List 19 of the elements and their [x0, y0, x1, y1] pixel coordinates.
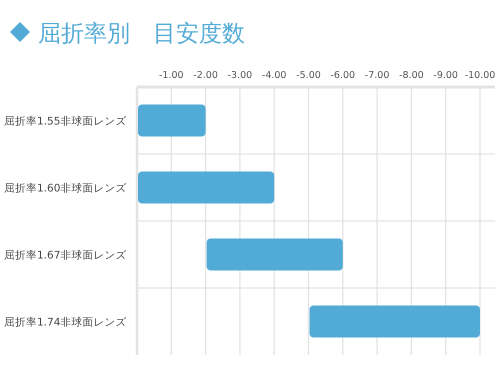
x-tick-label: -4.00 — [262, 70, 286, 81]
y-tick-label: 屈折率1.60非球面レンズ — [4, 182, 128, 194]
y-tick-label: 屈折率1.67非球面レンズ — [4, 248, 128, 262]
bar — [206, 238, 343, 270]
x-tick-label: -6.00 — [330, 70, 356, 81]
x-tick-label: -1.00 — [159, 70, 184, 81]
bar — [138, 172, 274, 204]
x-tick-label: -2.00 — [193, 70, 218, 81]
chart-title: 屈折率別 目安度数 — [38, 21, 245, 47]
x-tick-label: -9.00 — [433, 70, 458, 81]
bar — [310, 306, 480, 338]
y-tick-label: 屈折率1.55非球面レンズ — [4, 114, 128, 128]
bar — [138, 104, 206, 136]
y-tick-label: 屈折率1.74非球面レンズ — [4, 316, 128, 328]
x-tick-label: -3.00 — [228, 70, 252, 81]
x-tick-label: -8.00 — [399, 70, 424, 81]
x-tick-label: -7.00 — [364, 70, 390, 81]
x-tick-label: -5.00 — [296, 70, 321, 81]
x-tick-label: -10.00 — [464, 70, 496, 81]
